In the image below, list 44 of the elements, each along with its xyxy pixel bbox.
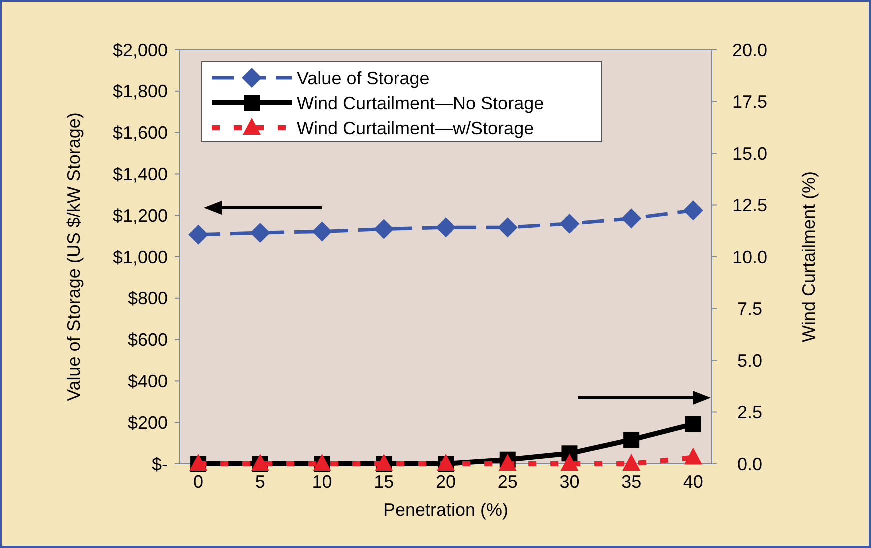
x-axis-title: Penetration (%) xyxy=(383,500,509,520)
legend-label: Value of Storage xyxy=(297,68,430,88)
point xyxy=(188,224,209,245)
y2-tick-label: 12.5 xyxy=(732,196,768,216)
point xyxy=(498,218,518,238)
y-tick-label: $800 xyxy=(128,288,168,309)
x-tick-label: 25 xyxy=(498,472,518,492)
y2-tick-label: 10.0 xyxy=(732,247,768,268)
y2-tick-label: 20.0 xyxy=(732,40,768,60)
y-tick-label: $200 xyxy=(128,412,168,433)
point xyxy=(436,218,456,238)
legend-label: Wind Curtailment—w/Storage xyxy=(297,118,534,138)
y2-axis-title: Wind Curtailment (%) xyxy=(799,171,819,343)
x-tick-label: 5 xyxy=(255,472,266,492)
y-tick-label: $1,200 xyxy=(112,206,168,226)
x-tick-label: 40 xyxy=(683,472,704,492)
x-tick-label: 20 xyxy=(436,472,456,492)
y2-tick-label: 5.0 xyxy=(737,350,763,371)
y-tick-label: $1,600 xyxy=(112,123,168,144)
x-tick-label: 35 xyxy=(622,472,642,492)
y-tick-label: $400 xyxy=(128,372,168,392)
y-tick-label: $1,000 xyxy=(112,247,168,268)
point xyxy=(622,208,642,229)
point xyxy=(560,214,580,234)
y2-tick-label: 7.5 xyxy=(737,299,763,320)
x-tick-label: 30 xyxy=(560,472,580,492)
y2-tick-label: 2.5 xyxy=(737,402,763,423)
y-tick-label: $1,800 xyxy=(112,82,168,102)
y-tick-label: $- xyxy=(152,454,168,474)
point xyxy=(312,222,332,242)
point xyxy=(250,222,270,243)
point xyxy=(683,200,704,221)
y2-tick-label: 15.0 xyxy=(732,144,768,164)
y-tick-label: $2,000 xyxy=(112,40,168,60)
y2-tick-label: 17.5 xyxy=(732,92,768,112)
point xyxy=(374,219,394,240)
legend-label: Wind Curtailment—No Storage xyxy=(297,93,544,114)
y2-tick-label: 0.0 xyxy=(737,454,763,474)
y-tick-label: $1,400 xyxy=(112,164,168,184)
y-axis-title: Value of Storage (US $/kW Storage) xyxy=(64,112,84,402)
x-tick-label: 0 xyxy=(194,472,204,492)
x-tick-label: 10 xyxy=(312,472,332,492)
y-tick-label: $600 xyxy=(128,330,168,350)
x-tick-label: 15 xyxy=(374,472,394,492)
